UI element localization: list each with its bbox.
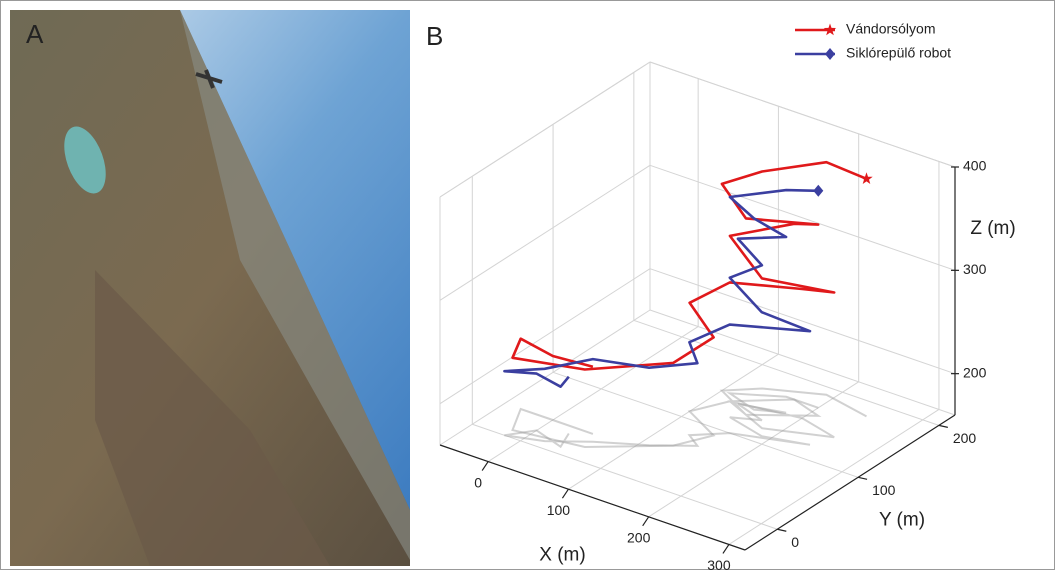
y-tick	[938, 424, 948, 428]
x-tick-label: 300	[707, 557, 731, 570]
grid-line	[472, 423, 778, 530]
floor-shadow	[504, 392, 819, 449]
grid-line	[633, 319, 940, 426]
y-tick	[857, 476, 868, 480]
grid-line	[552, 371, 859, 478]
trajectory	[503, 188, 819, 388]
legend-label: Vándorsólyom	[846, 21, 936, 37]
x-axis	[439, 444, 746, 551]
grid-line	[728, 409, 940, 545]
grid-line	[439, 164, 651, 301]
x-tick	[642, 516, 650, 527]
x-axis-label: X (m)	[539, 545, 585, 566]
grid-line	[649, 61, 956, 168]
box-edge	[649, 309, 956, 416]
y-tick	[777, 528, 787, 532]
grid-line	[487, 326, 699, 462]
grid-line	[439, 61, 651, 198]
photo: A	[10, 10, 410, 566]
y-tick-label: 0	[791, 534, 799, 550]
marker	[860, 172, 873, 184]
grid-line	[649, 268, 956, 375]
x-tick-label: 100	[547, 502, 571, 518]
x-tick	[481, 461, 489, 471]
grid-line	[439, 268, 651, 405]
x-tick-label: 0	[474, 474, 482, 490]
z-tick-label: 400	[963, 158, 987, 174]
legend-label: Siklórepülő robot	[846, 45, 951, 61]
grid-line	[648, 381, 859, 518]
y-tick-label: 100	[872, 482, 896, 498]
panel-label: B	[426, 21, 443, 51]
panel-label: A	[26, 19, 44, 49]
y-axis-label: Y (m)	[879, 510, 925, 531]
y-tick-label: 200	[953, 430, 977, 446]
x-tick-label: 200	[627, 530, 651, 546]
x-tick	[722, 544, 730, 554]
grid-line	[649, 164, 956, 271]
grid-line	[568, 353, 779, 490]
y-axis	[744, 414, 956, 551]
floor-shadow	[511, 387, 867, 449]
marker	[825, 48, 835, 60]
z-tick-label: 200	[963, 364, 987, 380]
trajectory	[511, 160, 867, 371]
x-tick	[561, 488, 569, 499]
z-axis-label: Z (m)	[970, 218, 1015, 239]
z-tick-label: 300	[963, 261, 987, 277]
marker	[823, 23, 837, 36]
marker	[813, 184, 824, 197]
